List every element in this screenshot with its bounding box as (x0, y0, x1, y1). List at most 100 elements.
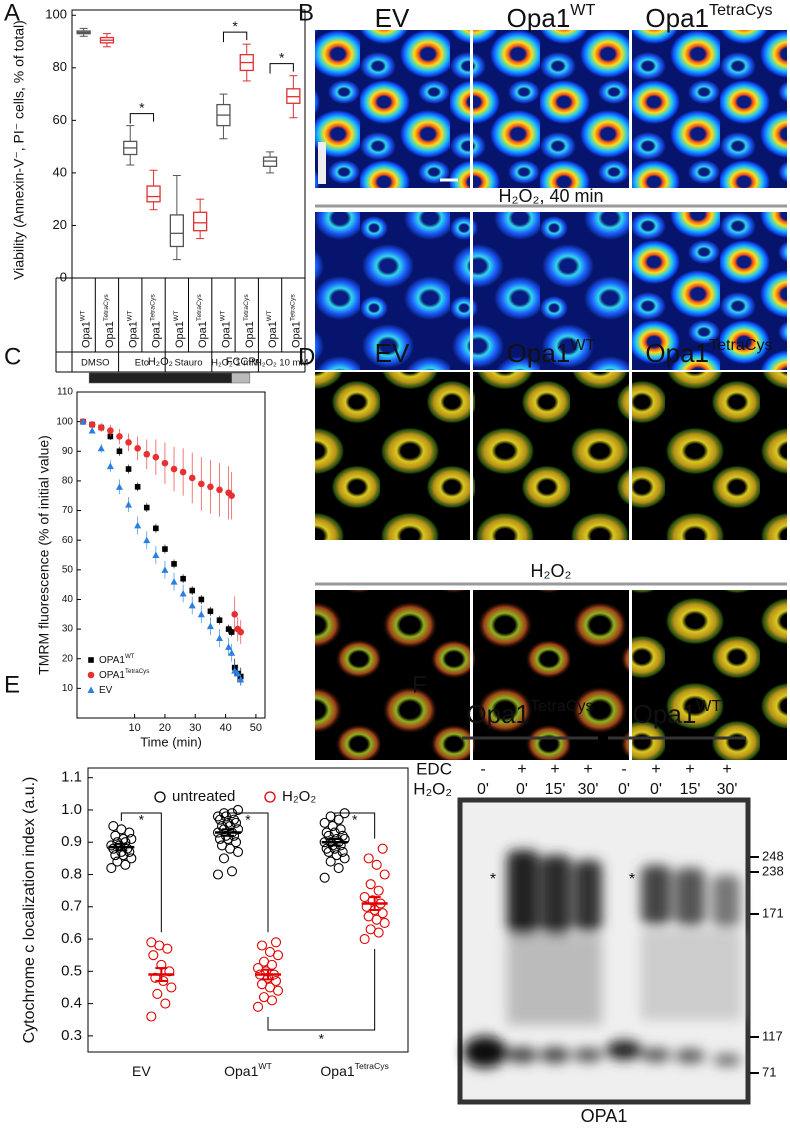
data-point (110, 830, 121, 841)
data-point (171, 561, 177, 567)
label-base: Opa1 (507, 338, 571, 368)
y-tick-label: 0.6 (61, 930, 82, 947)
label-base: EV (99, 685, 113, 696)
label-superscript: TetraCys (709, 1, 773, 19)
data-point (252, 963, 264, 974)
data-point (365, 879, 376, 890)
treatment-bar (231, 372, 251, 384)
data-point (212, 869, 224, 880)
lane-label: + (583, 761, 592, 778)
y-tick-label: 20 (62, 653, 74, 664)
label-base: Opa1 (150, 321, 162, 348)
lane-label: + (517, 761, 526, 778)
x-axis-label: Time (min) (140, 734, 202, 749)
data-point (160, 998, 171, 1009)
significance-label: * (139, 99, 145, 115)
label-base: Opa1 (466, 699, 530, 729)
treatment-label: FCCP (226, 356, 256, 368)
y-tick-label: 50 (62, 564, 74, 575)
significance-label: * (319, 1031, 325, 1047)
label-base: Opa1 (127, 321, 139, 348)
label-superscript: WT (173, 310, 180, 321)
label-base: EV (375, 338, 410, 368)
data-point (325, 856, 336, 867)
y-tick-label: 60 (53, 112, 67, 127)
micrograph (473, 212, 629, 370)
label-superscript: WT (220, 310, 227, 321)
data-point (106, 840, 117, 851)
data-point (189, 587, 196, 594)
lane-label: + (550, 761, 559, 778)
significance-bracket (267, 949, 376, 1031)
data-point (134, 521, 142, 529)
group-label: H₂O₂ 10 mM (255, 358, 308, 369)
data-point (116, 433, 123, 440)
x-tick-label: 10 (128, 722, 140, 734)
y-tick-label: 100 (56, 416, 73, 427)
data-point (220, 811, 232, 822)
y-tick-label: 0.3 (61, 1027, 82, 1044)
column-label: Opa1WT (173, 310, 186, 348)
data-point (333, 862, 344, 874)
box (286, 88, 301, 104)
category-label: EV (132, 1063, 151, 1079)
lane-label: + (651, 761, 660, 778)
data-point (363, 853, 374, 864)
treatment-label: H₂O₂ (148, 356, 173, 368)
data-point (148, 950, 159, 961)
significance-bracket (129, 113, 155, 124)
panel-label: F (412, 671, 427, 698)
column-label: Opa1WT (266, 310, 279, 348)
data-point (371, 859, 382, 870)
row-label: EDC (416, 759, 452, 778)
lane-label: 15' (545, 781, 566, 798)
data-point (170, 465, 178, 473)
data-point (79, 418, 87, 425)
data-point (270, 937, 282, 948)
legend-marker (88, 657, 94, 663)
data-point (152, 551, 160, 558)
lane-label: 0' (516, 781, 528, 798)
box (146, 185, 161, 203)
column-label: Opa1TetraCys (196, 294, 209, 348)
marker-label: 248 (762, 848, 784, 863)
data-point (365, 924, 376, 935)
data-point (225, 643, 233, 650)
label-superscript: WT (266, 310, 273, 321)
data-point (97, 424, 105, 431)
group-label: Opa1WT (633, 697, 722, 729)
data-point (125, 439, 132, 446)
legend-marker (154, 791, 166, 803)
lane-label: 30' (717, 781, 738, 798)
panel-label: D (298, 343, 315, 370)
data-point (126, 833, 137, 845)
data-point (329, 827, 340, 838)
marker-label: 71 (762, 1064, 776, 1079)
legend-label: H₂O₂ (282, 788, 316, 805)
data-point (228, 492, 235, 500)
data-point (256, 940, 268, 951)
data-point (152, 453, 160, 461)
data-point (107, 427, 114, 434)
label-base: OPA1 (99, 655, 125, 666)
label-superscript: TetraCys (530, 697, 594, 715)
data-point (134, 484, 141, 490)
category-label: Opa1WT (224, 1061, 272, 1078)
column-label: Opa1TetraCys (290, 294, 303, 348)
label-base: Opa1 (645, 338, 709, 368)
y-tick-label: 30 (62, 624, 74, 635)
micrograph (473, 30, 629, 188)
y-tick-label: 70 (62, 505, 74, 516)
significance-bracket (334, 812, 376, 839)
data-point (206, 622, 214, 630)
legend-label: EV (99, 685, 113, 696)
label-superscript: WT (696, 697, 721, 715)
marker-label: 238 (762, 863, 784, 878)
y-tick-label: 1.0 (61, 801, 82, 818)
data-point (88, 421, 96, 428)
data-point (179, 590, 187, 597)
label-superscript: WT (80, 310, 87, 321)
significance-bracket (269, 63, 294, 74)
data-point (161, 459, 169, 467)
significance-label: * (232, 18, 238, 34)
